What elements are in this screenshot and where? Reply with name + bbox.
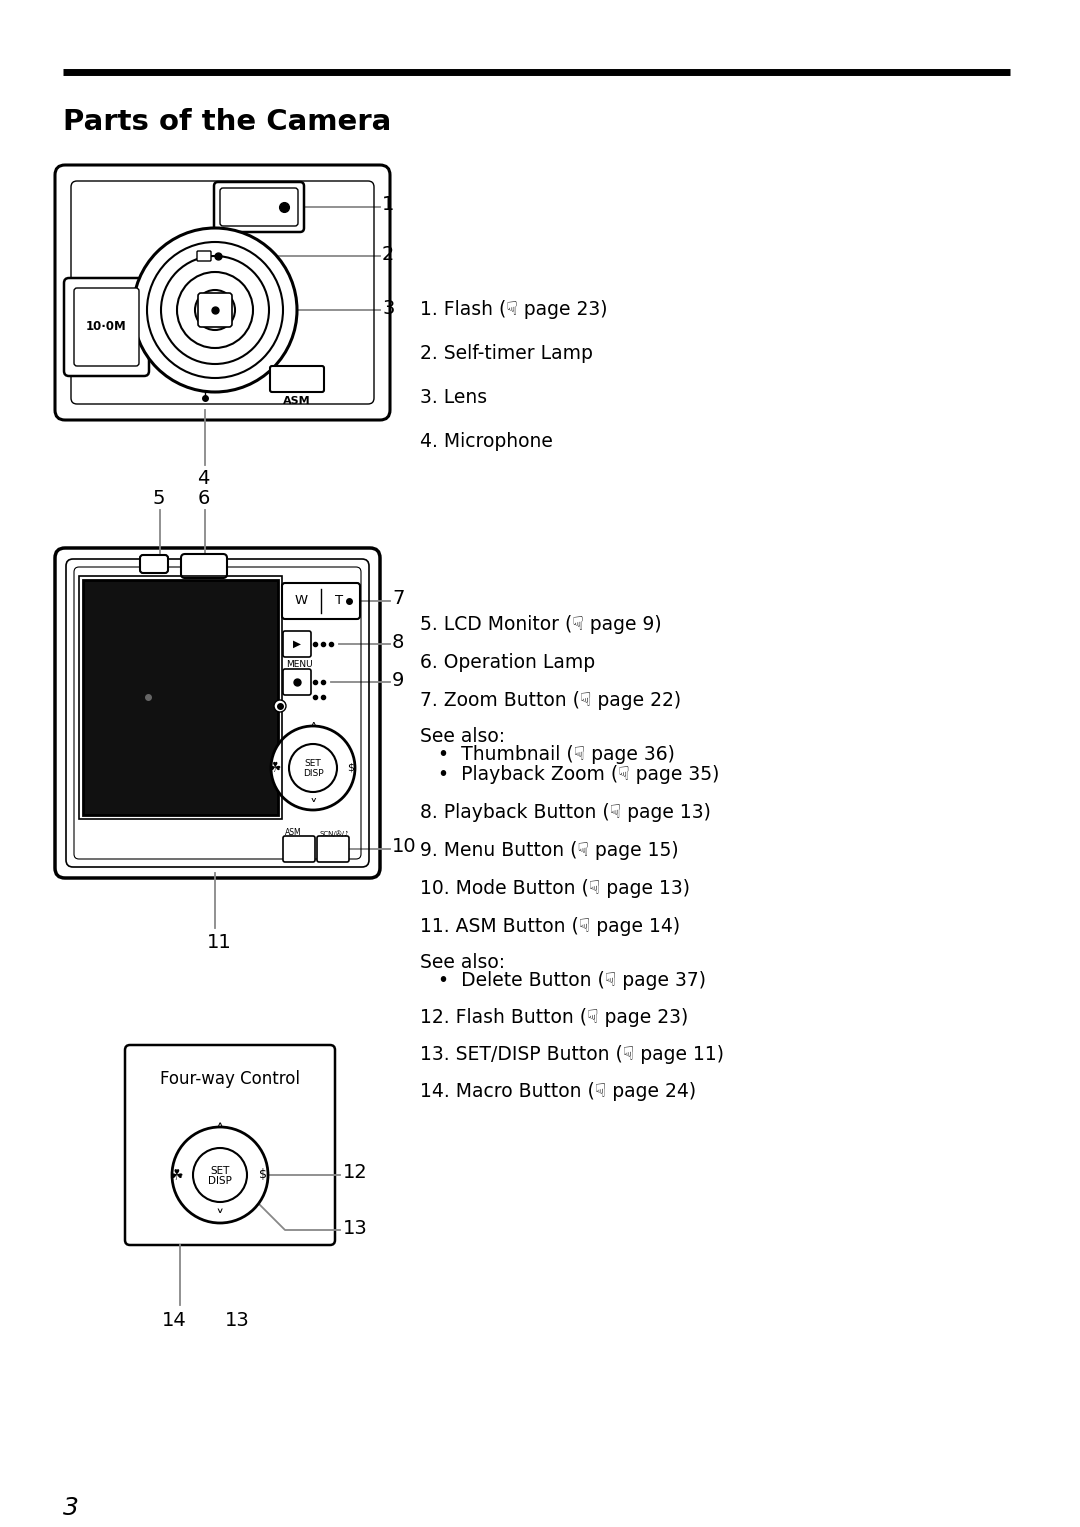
Text: •  Thumbnail (☟ page 36): • Thumbnail (☟ page 36) <box>438 745 675 764</box>
Text: ˄: ˄ <box>309 722 316 738</box>
FancyBboxPatch shape <box>197 250 211 261</box>
Text: 1. Flash (☟ page 23): 1. Flash (☟ page 23) <box>420 299 607 319</box>
Text: 6: 6 <box>198 489 211 507</box>
Text: 7: 7 <box>392 589 404 608</box>
Text: 7. Zoom Button (☟ page 22): 7. Zoom Button (☟ page 22) <box>420 692 681 710</box>
Text: ASM: ASM <box>283 395 311 406</box>
Text: T: T <box>335 594 343 608</box>
FancyBboxPatch shape <box>125 1044 335 1245</box>
Text: 9. Menu Button (☟ page 15): 9. Menu Button (☟ page 15) <box>420 841 678 860</box>
Bar <box>79 576 282 818</box>
Text: 13: 13 <box>225 1310 249 1330</box>
Circle shape <box>172 1127 268 1223</box>
Text: 11: 11 <box>207 933 232 953</box>
Text: 2. Self-timer Lamp: 2. Self-timer Lamp <box>420 344 593 363</box>
FancyBboxPatch shape <box>55 548 380 878</box>
FancyBboxPatch shape <box>181 554 227 579</box>
Text: 3: 3 <box>63 1496 79 1519</box>
Text: ▶: ▶ <box>293 638 301 649</box>
Text: See also:: See also: <box>420 953 505 973</box>
FancyBboxPatch shape <box>64 278 149 376</box>
Circle shape <box>193 1148 247 1202</box>
Text: Parts of the Camera: Parts of the Camera <box>63 108 391 136</box>
FancyBboxPatch shape <box>220 188 298 226</box>
Text: ASM: ASM <box>285 828 301 837</box>
Text: 12: 12 <box>343 1164 368 1182</box>
Text: 5: 5 <box>152 489 164 507</box>
FancyBboxPatch shape <box>283 631 311 657</box>
Text: Four-way Control: Four-way Control <box>160 1070 300 1089</box>
Bar <box>83 580 278 815</box>
Text: 10. Mode Button (☟ page 13): 10. Mode Button (☟ page 13) <box>420 880 690 898</box>
Text: 4. Microphone: 4. Microphone <box>420 432 553 450</box>
Circle shape <box>195 290 235 330</box>
Circle shape <box>177 272 253 348</box>
Text: See also:: See also: <box>420 727 505 747</box>
Circle shape <box>133 228 297 392</box>
Circle shape <box>289 744 337 793</box>
Text: 5. LCD Monitor (☟ page 9): 5. LCD Monitor (☟ page 9) <box>420 615 662 634</box>
FancyBboxPatch shape <box>282 583 360 618</box>
FancyBboxPatch shape <box>140 554 168 573</box>
FancyBboxPatch shape <box>270 366 324 392</box>
Text: 2: 2 <box>382 244 394 264</box>
Text: 6. Operation Lamp: 6. Operation Lamp <box>420 654 595 672</box>
Text: 10·0M: 10·0M <box>85 321 126 333</box>
Text: 9: 9 <box>392 670 404 690</box>
Text: 8: 8 <box>392 632 404 652</box>
FancyBboxPatch shape <box>198 293 232 327</box>
Text: $: $ <box>348 764 354 773</box>
Circle shape <box>271 725 355 809</box>
Text: SCN/✇/♪: SCN/✇/♪ <box>320 831 350 837</box>
Text: $: $ <box>259 1168 267 1182</box>
Text: DISP: DISP <box>208 1176 232 1186</box>
Text: ˅: ˅ <box>216 1209 225 1228</box>
FancyBboxPatch shape <box>283 669 311 695</box>
Text: 12. Flash Button (☟ page 23): 12. Flash Button (☟ page 23) <box>420 1008 688 1028</box>
Text: W: W <box>295 594 308 608</box>
Text: 3: 3 <box>382 298 394 318</box>
Text: 3. Lens: 3. Lens <box>420 388 487 408</box>
FancyBboxPatch shape <box>214 182 303 232</box>
Text: ☘: ☘ <box>171 1168 184 1182</box>
Text: ˅: ˅ <box>309 799 316 814</box>
Text: DISP: DISP <box>302 770 323 779</box>
Text: 1: 1 <box>382 195 394 214</box>
Text: MENU: MENU <box>286 660 312 669</box>
Text: 10: 10 <box>392 837 417 857</box>
Text: 4: 4 <box>197 469 210 487</box>
Text: ☘: ☘ <box>269 760 281 776</box>
Text: 13: 13 <box>343 1219 368 1237</box>
Text: •  Delete Button (☟ page 37): • Delete Button (☟ page 37) <box>438 971 706 989</box>
Text: SET: SET <box>305 759 322 768</box>
Text: ˄: ˄ <box>216 1122 225 1141</box>
Circle shape <box>161 257 269 363</box>
Text: 11. ASM Button (☟ page 14): 11. ASM Button (☟ page 14) <box>420 918 680 936</box>
Text: 8. Playback Button (☟ page 13): 8. Playback Button (☟ page 13) <box>420 803 711 822</box>
FancyBboxPatch shape <box>75 289 139 366</box>
Text: 14: 14 <box>162 1310 187 1330</box>
FancyBboxPatch shape <box>55 165 390 420</box>
Text: SET: SET <box>211 1167 230 1176</box>
FancyBboxPatch shape <box>283 835 315 863</box>
Circle shape <box>274 699 286 712</box>
Circle shape <box>147 241 283 379</box>
Text: 13. SET/DISP Button (☟ page 11): 13. SET/DISP Button (☟ page 11) <box>420 1044 724 1064</box>
FancyBboxPatch shape <box>318 835 349 863</box>
Text: 14. Macro Button (☟ page 24): 14. Macro Button (☟ page 24) <box>420 1083 697 1101</box>
Text: •  Playback Zoom (☟ page 35): • Playback Zoom (☟ page 35) <box>438 765 719 783</box>
